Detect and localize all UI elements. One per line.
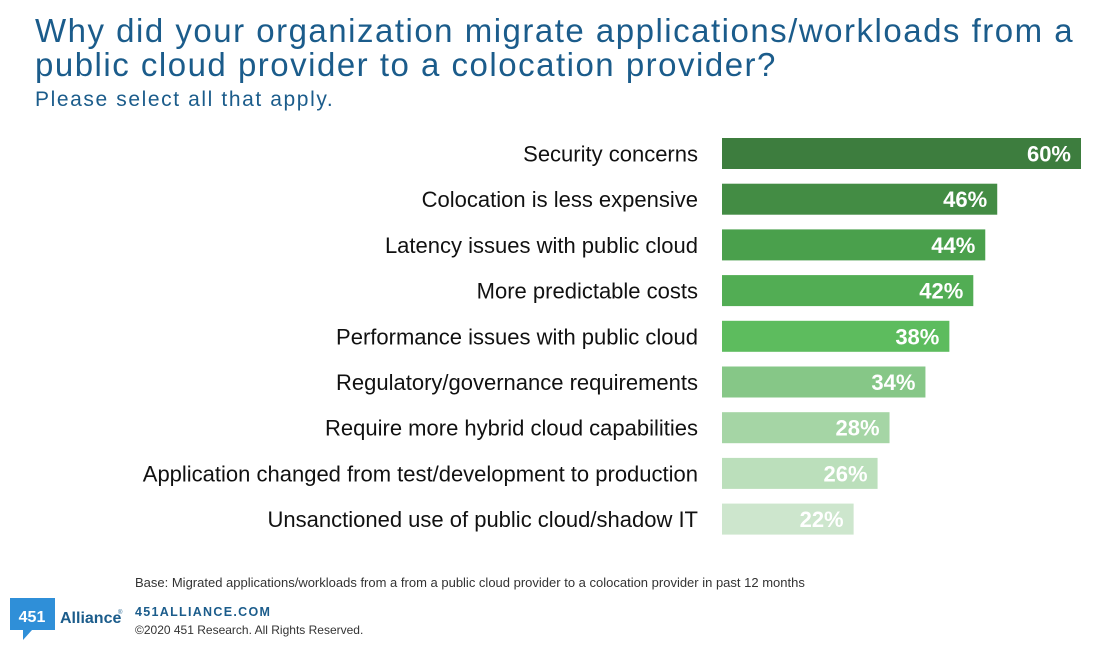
bar [722, 183, 998, 215]
bar [722, 275, 974, 307]
451-alliance-logo: 451 Alliance ® [10, 598, 123, 640]
bar-value-label: 38% [895, 324, 939, 349]
category-label: Require more hybrid cloud capabilities [325, 416, 698, 441]
bar [722, 412, 890, 444]
bar-value-label: 46% [943, 187, 987, 212]
bar-value-label: 26% [824, 461, 868, 486]
logo-brand: Alliance [60, 610, 121, 627]
category-label: Regulatory/governance requirements [336, 370, 698, 395]
bar-chart: Security concerns 60% Colocation is less e… [143, 138, 1081, 535]
category-label: Colocation is less expensive [422, 187, 698, 212]
bar [722, 503, 854, 535]
bar-value-label: 28% [835, 416, 879, 441]
category-label: Performance issues with public cloud [336, 324, 698, 349]
bar-value-label: 22% [800, 507, 844, 532]
chart-title: Why did your organization migrate applic… [35, 12, 1075, 83]
bar [722, 366, 926, 398]
copyright-notice: ©2020 451 Research. All Rights Reserved. [135, 623, 364, 637]
bar [722, 457, 878, 489]
bar [722, 320, 950, 352]
category-label: Latency issues with public cloud [385, 233, 698, 258]
logo-number: 451 [19, 609, 46, 626]
logo-registered: ® [118, 609, 123, 616]
bar-value-label: 42% [919, 279, 963, 304]
category-label: Unsanctioned use of public cloud/shadow … [268, 507, 698, 532]
bar-value-label: 44% [931, 233, 975, 258]
category-label: More predictable costs [477, 279, 698, 304]
bar [722, 229, 986, 261]
bar-value-label: 60% [1027, 142, 1071, 167]
logo-speech-bubble [10, 598, 55, 640]
website-link[interactable]: 451ALLIANCE.COM [135, 605, 272, 619]
category-label: Application changed from test/developmen… [143, 461, 698, 486]
category-label: Security concerns [523, 142, 698, 167]
bar [722, 138, 1081, 169]
base-note: Base: Migrated applications/workloads fr… [135, 575, 805, 590]
bar-value-label: 34% [871, 370, 915, 395]
chart-subtitle: Please select all that apply. [35, 88, 335, 111]
